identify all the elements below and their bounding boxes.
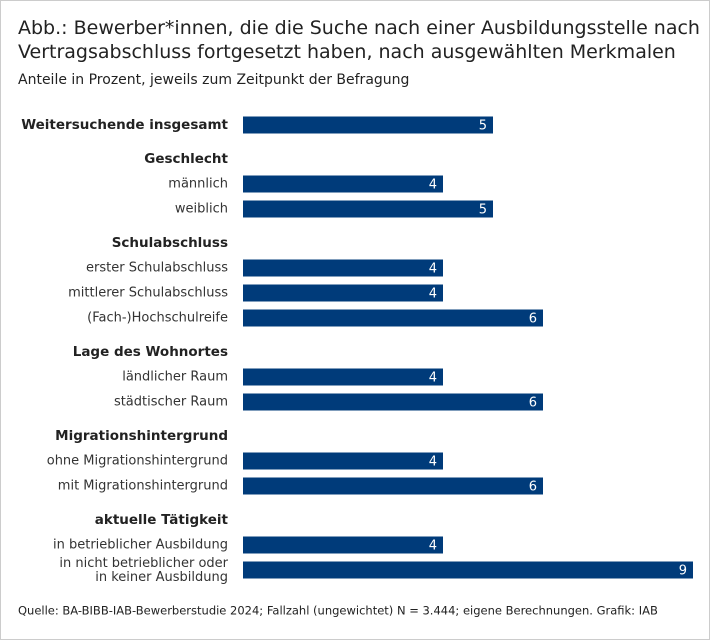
- bar: [243, 175, 443, 193]
- bar: [243, 259, 443, 277]
- value-label: 4: [429, 262, 437, 277]
- category-label: männlich: [168, 177, 228, 192]
- category-label: mittlerer Schulabschluss: [68, 286, 228, 301]
- bar: [243, 309, 543, 327]
- group-label: Lage des Wohnortes: [73, 344, 228, 360]
- value-label: 4: [429, 539, 437, 554]
- bar: [243, 477, 543, 495]
- value-label: 5: [479, 203, 487, 218]
- source-note: Quelle: BA-BIBB-IAB-Bewerberstudie 2024;…: [18, 604, 658, 618]
- chart-subtitle: Anteile in Prozent, jeweils zum Zeitpunk…: [18, 72, 409, 88]
- bar: [243, 116, 493, 134]
- category-label: in betrieblicher Ausbildung: [53, 538, 228, 553]
- value-label: 4: [429, 371, 437, 386]
- chart-title: Abb.: Bewerber*innen, die die Suche nach…: [18, 17, 700, 63]
- group-label: aktuelle Tätigkeit: [95, 512, 229, 528]
- category-label: weiblich: [175, 202, 228, 217]
- category-label: mit Migrationshintergrund: [58, 479, 228, 494]
- value-label: 6: [529, 480, 537, 495]
- bar: [243, 561, 693, 579]
- value-label: 6: [529, 396, 537, 411]
- category-label: (Fach-)Hochschulreife: [87, 311, 228, 326]
- category-label: ohne Migrationshintergrund: [47, 454, 228, 469]
- bar: [243, 393, 543, 411]
- category-label: in nicht betrieblicher oder in keiner Aus…: [59, 556, 228, 585]
- category-label: erster Schulabschluss: [86, 261, 228, 276]
- group-label: Schulabschluss: [112, 235, 228, 251]
- value-label: 4: [429, 178, 437, 193]
- value-label: 5: [479, 119, 487, 134]
- category-label: städtischer Raum: [114, 395, 228, 410]
- group-label: Weitersuchende insgesamt: [21, 117, 228, 133]
- value-label: 4: [429, 455, 437, 470]
- value-label: 4: [429, 287, 437, 302]
- value-label: 6: [529, 312, 537, 327]
- bar: [243, 284, 443, 302]
- group-label: Migrationshintergrund: [55, 428, 228, 444]
- group-label: Geschlecht: [144, 151, 228, 167]
- bar: [243, 536, 443, 554]
- bar: [243, 368, 443, 386]
- bar: [243, 452, 443, 470]
- bar: [243, 200, 493, 218]
- category-label: ländlicher Raum: [122, 370, 228, 385]
- value-label: 9: [679, 564, 687, 579]
